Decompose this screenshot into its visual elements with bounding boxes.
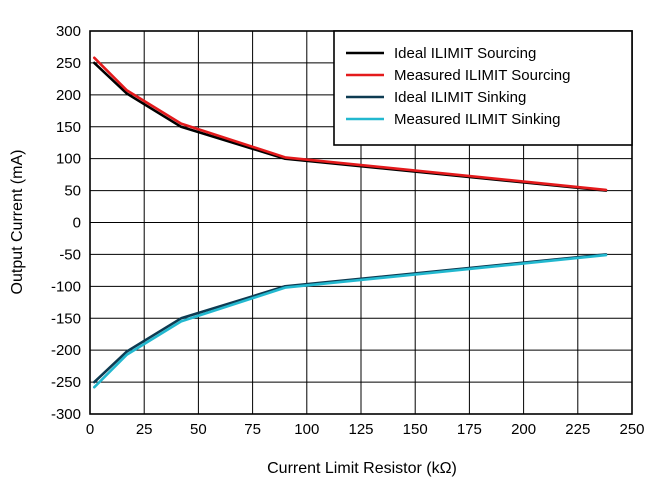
legend-label: Ideal ILIMIT Sinking <box>394 89 526 106</box>
x-tick-label: 50 <box>190 421 207 438</box>
x-tick-label: 0 <box>86 421 94 438</box>
y-tick-label: -50 <box>59 246 81 263</box>
legend-box <box>333 30 633 146</box>
x-tick-label: 25 <box>136 421 153 438</box>
y-tick-label: -150 <box>51 310 81 327</box>
y-tick-label: -200 <box>51 342 81 359</box>
y-axis-label: Output Current (mA) <box>9 150 26 295</box>
y-tick-label: 250 <box>56 55 81 72</box>
x-tick-labels: 0 25 50 75 100 125 150 175 200 225 250 <box>86 421 645 438</box>
y-tick-label: 100 <box>56 151 81 168</box>
series-line-4 <box>93 253 608 389</box>
legend-label: Measured ILIMIT Sourcing <box>394 67 570 84</box>
x-tick-label: 100 <box>294 421 319 438</box>
x-tick-label: 75 <box>244 421 261 438</box>
x-tick-label: 250 <box>619 421 644 438</box>
legend: Ideal ILIMIT Sourcing Measured ILIMIT Sou… <box>333 30 633 146</box>
x-tick-label: 150 <box>403 421 428 438</box>
y-tick-label: 200 <box>56 87 81 104</box>
legend-label: Measured ILIMIT Sinking <box>394 111 560 128</box>
y-tick-label: -250 <box>51 374 81 391</box>
y-tick-labels: 300 250 200 150 100 50 0 -50 -100 -150 -200 -250 -30… <box>51 23 81 423</box>
y-tick-label: 300 <box>56 23 81 40</box>
y-tick-label: 50 <box>64 183 81 200</box>
y-tick-label: 150 <box>56 119 81 136</box>
y-tick-label: 0 <box>73 215 81 232</box>
x-axis-label: Current Limit Resistor (kΩ) <box>267 460 457 477</box>
x-tick-label: 200 <box>511 421 536 438</box>
y-tick-label: -100 <box>51 278 81 295</box>
x-tick-label: 225 <box>565 421 590 438</box>
series-layer <box>93 56 608 389</box>
x-tick-label: 175 <box>457 421 482 438</box>
legend-label: Ideal ILIMIT Sourcing <box>394 45 536 62</box>
series-line-2 <box>93 56 608 192</box>
y-tick-label: -300 <box>51 406 81 423</box>
x-tick-label: 125 <box>348 421 373 438</box>
